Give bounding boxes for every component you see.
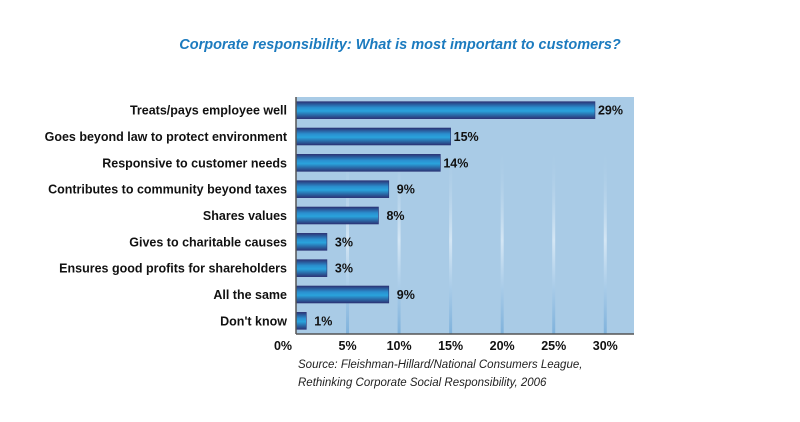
bar [295,312,307,330]
category-label: Don't know [220,314,287,328]
bar [295,285,390,304]
gridline [346,147,350,334]
x-tick-label: 30% [593,339,618,353]
x-tick-label: 20% [490,339,515,353]
value-label: 3% [335,235,353,249]
category-label: Gives to charitable causes [129,235,287,249]
category-label: Goes beyond law to protect environment [45,130,288,144]
gridline [552,147,556,334]
bar [295,180,390,198]
gridline [449,147,453,334]
bar [295,233,328,251]
bar [295,259,328,277]
bar [295,154,441,172]
source-line-1: Source: Fleishman-Hillard/National Consu… [298,359,583,371]
source-line-2: Rethinking Corporate Social Responsibili… [298,377,547,389]
value-label: 14% [443,156,468,170]
bar [295,127,451,146]
gridline [500,147,504,334]
value-label: 15% [454,130,479,144]
value-label: 3% [335,262,353,276]
x-tick-label: 15% [438,339,463,353]
x-tick-label: 25% [541,339,566,353]
category-label: Responsive to customer needs [102,156,287,170]
x-tick-label: 0% [274,339,292,353]
category-label: Contributes to community beyond taxes [48,183,287,197]
category-label: Treats/pays employee well [130,104,287,118]
value-label: 1% [314,314,332,328]
gridline [603,147,607,334]
category-label: All the same [213,288,287,302]
value-label: 9% [397,288,415,302]
category-label: Shares values [203,209,287,223]
bar [295,206,379,225]
value-label: 29% [598,104,623,118]
source-note: Source: Fleishman-Hillard/National Consu… [298,356,582,392]
bar [295,101,596,119]
category-label: Ensures good profits for shareholders [59,262,287,276]
gridline [397,147,401,334]
value-label: 8% [386,209,404,223]
x-tick-label: 10% [387,339,412,353]
chart-title: Corporate responsibility: What is most i… [179,37,621,53]
value-label: 9% [397,183,415,197]
x-tick-label: 5% [339,339,357,353]
